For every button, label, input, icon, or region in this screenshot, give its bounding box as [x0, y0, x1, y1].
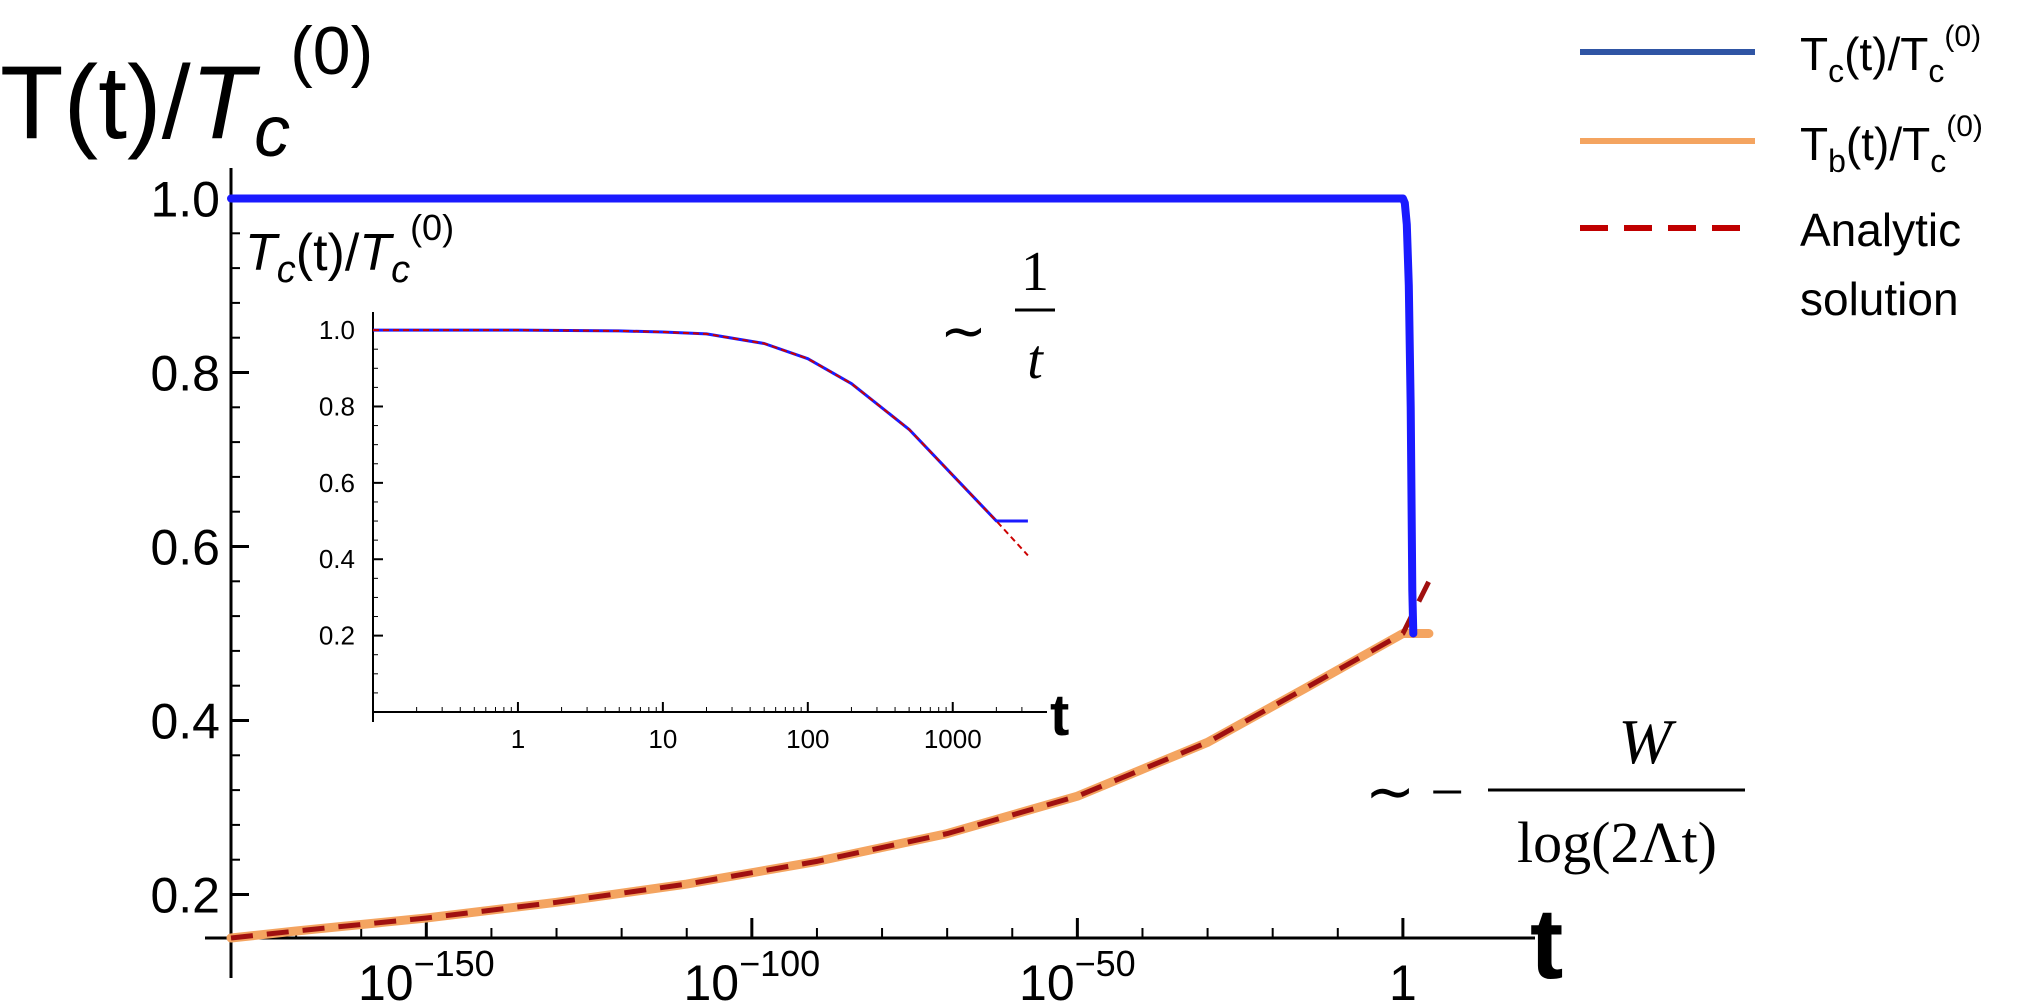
main-x-tick-label: 10−50	[1019, 943, 1136, 1003]
inset-title: Tc(t)/Tc(0)	[245, 207, 454, 291]
inset-chart: Tc(t)/Tc(0) 0.20.40.60.81.01 10 100 1000 t …	[245, 207, 1069, 754]
legend-label-analytic-2: solution	[1800, 273, 1959, 325]
main-ticks: 0.2 0.4 0.6 0.8 1.0 10−150 10−100 10−50 1	[150, 172, 1416, 1003]
chart-title: T(t)/Tc(0)	[0, 13, 373, 172]
inset-annotation: ∼ 1 t	[940, 241, 1055, 391]
main-annotation-prefix: ∼ −	[1365, 759, 1464, 825]
legend-label-tb: Tb(t)/Tc(0)	[1800, 110, 1983, 179]
inset-annotation-tilde: ∼	[940, 301, 987, 363]
main-annotation-numerator: W	[1618, 706, 1677, 777]
main-y-tick-label: 1.0	[150, 172, 220, 228]
main-y-tick-label: 0.2	[150, 868, 220, 924]
main-annotation-denominator: log(2Λt)	[1517, 810, 1717, 875]
inset-x-tick-label: 10	[648, 724, 677, 754]
inset-x-tick-label: 1000	[924, 724, 982, 754]
inset-y-tick-label: 0.6	[319, 468, 355, 498]
main-series	[226, 194, 1434, 943]
main-annotation: ∼ − W log(2Λt)	[1365, 706, 1745, 875]
inset-y-tick-label: 0.2	[319, 621, 355, 651]
main-y-tick-label: 0.8	[150, 346, 220, 402]
main-x-tick-label: 10−150	[358, 943, 495, 1003]
inset-series-line-0	[373, 328, 1028, 523]
legend-label-tc: Tc(t)/Tc(0)	[1800, 20, 1981, 89]
main-x-tick-label: 10−100	[683, 943, 820, 1003]
main-series-line-2	[230, 580, 1432, 941]
inset-x-tick-label: 1	[511, 724, 525, 754]
main-y-tick-label: 0.6	[150, 520, 220, 576]
main-series-line-0	[227, 194, 1418, 638]
inset-x-label: t	[1050, 683, 1069, 748]
main-y-tick-label: 0.4	[150, 694, 220, 750]
inset-y-tick-label: 0.4	[319, 544, 355, 574]
main-x-label: t	[1530, 888, 1563, 1000]
inset-series	[373, 328, 1029, 557]
legend-label-analytic-1: Analytic	[1800, 204, 1961, 256]
legend-item-tb: Tb(t)/Tc(0)	[1580, 110, 1983, 179]
main-x-tick-label: 1	[1389, 955, 1417, 1003]
inset-x-tick-label: 100	[786, 724, 829, 754]
inset-series-line-1	[373, 329, 1029, 557]
inset-annotation-denominator: t	[1027, 329, 1044, 391]
inset-y-tick-label: 1.0	[319, 315, 355, 345]
legend: Tc(t)/Tc(0) Tb(t)/Tc(0) Analytic solutio…	[1580, 20, 1983, 325]
legend-item-tc: Tc(t)/Tc(0)	[1580, 20, 1981, 89]
main-series-line-1	[226, 629, 1434, 943]
legend-item-analytic: Analytic solution	[1580, 204, 1961, 325]
inset-y-tick-label: 0.8	[319, 391, 355, 421]
inset-annotation-numerator: 1	[1021, 241, 1049, 303]
inset-ticks: 0.2 0.4 0.6 0.8 1.0 1 10 100 1000	[319, 315, 1023, 754]
